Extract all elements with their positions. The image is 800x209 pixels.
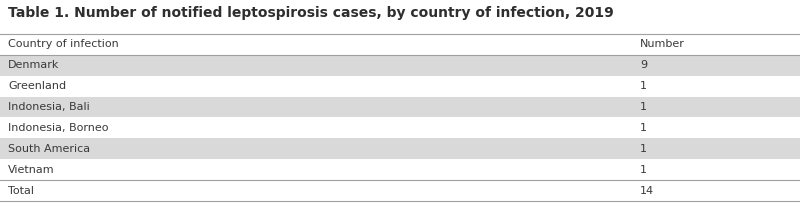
Bar [0,159,800,180]
Text: Indonesia, Borneo: Indonesia, Borneo [8,123,109,133]
Bar [0,97,800,117]
Bar [0,34,800,55]
Text: Vietnam: Vietnam [8,165,54,175]
Text: Number: Number [640,40,685,50]
Text: Table 1. Number of notified leptospirosis cases, by country of infection, 2019: Table 1. Number of notified leptospirosi… [8,6,614,20]
Bar [0,55,800,76]
Text: 9: 9 [640,60,647,70]
Bar [0,180,800,201]
Text: South America: South America [8,144,90,154]
Text: Country of infection: Country of infection [8,40,118,50]
Text: Indonesia, Bali: Indonesia, Bali [8,102,90,112]
Text: 14: 14 [640,186,654,196]
Text: Denmark: Denmark [8,60,59,70]
Text: Greenland: Greenland [8,81,66,91]
Text: 1: 1 [640,102,647,112]
Text: 1: 1 [640,123,647,133]
Text: 1: 1 [640,81,647,91]
Text: 1: 1 [640,165,647,175]
Bar [0,117,800,138]
Bar [0,138,800,159]
Text: Total: Total [8,186,34,196]
Bar [0,76,800,97]
Text: 1: 1 [640,144,647,154]
